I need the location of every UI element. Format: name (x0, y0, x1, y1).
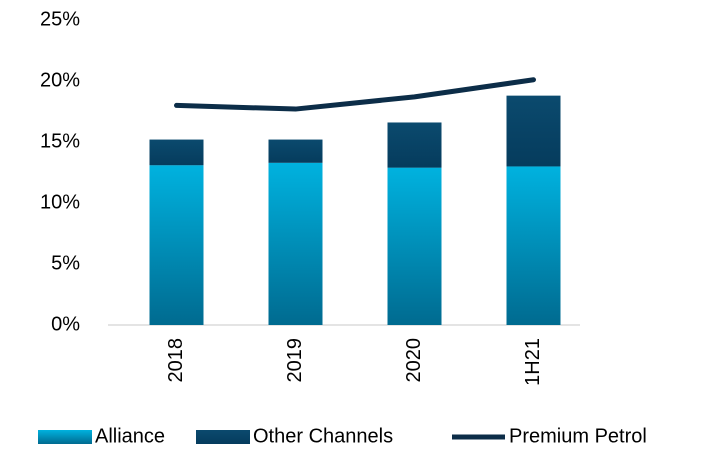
x-tick-label: 2020 (403, 338, 425, 383)
line (174, 77, 536, 112)
bar-shade (268, 162, 323, 325)
bar-shade (149, 165, 204, 325)
x-tick-label: 2019 (284, 338, 306, 383)
x-tick-label: 1H21 (522, 338, 544, 386)
bar-shade (506, 166, 561, 325)
bar-shade (387, 122, 442, 168)
legend-label: Premium Petrol (509, 425, 647, 447)
legend-swatch-shade (196, 430, 250, 444)
y-tick-label: 10% (40, 191, 80, 213)
y-tick-label: 25% (40, 8, 80, 30)
x-tick-label: 2018 (165, 338, 187, 383)
bar-shade (268, 139, 323, 163)
bar-shade (387, 167, 442, 325)
bar-shade (149, 139, 204, 166)
legend-label: Alliance (95, 425, 165, 447)
y-tick-label: 15% (40, 130, 80, 152)
y-tick-label: 5% (51, 252, 80, 274)
legend-label: Other Channels (253, 425, 393, 447)
bar-shade (506, 95, 561, 167)
y-tick-label: 20% (40, 69, 80, 91)
legend-swatch-shade (38, 430, 92, 444)
y-tick-label: 0% (51, 313, 80, 335)
